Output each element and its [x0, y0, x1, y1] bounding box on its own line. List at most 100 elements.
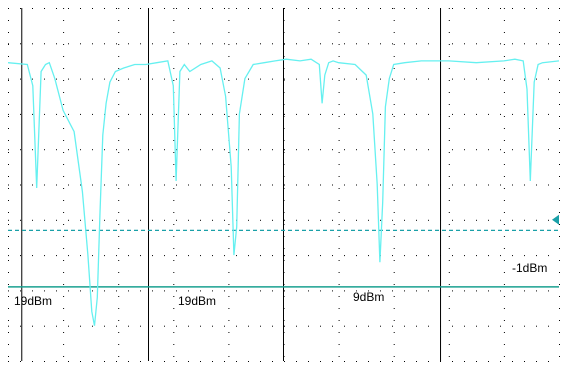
grid-dot — [524, 290, 525, 292]
grid-dot — [393, 104, 395, 105]
grid-dot — [503, 8, 505, 9]
grid-dot — [559, 248, 560, 249]
grid-dot — [559, 260, 560, 261]
grid-dot — [63, 140, 65, 141]
grid-dot — [44, 290, 45, 292]
grid-dot — [476, 8, 477, 9]
grid-dot — [173, 56, 175, 57]
grid-dot — [393, 320, 395, 321]
grid-dot — [32, 290, 33, 292]
grid-dot — [212, 184, 213, 186]
grid-dot — [8, 184, 9, 186]
grid-dot — [559, 80, 560, 81]
grid-dot — [188, 219, 189, 221]
grid-dot — [332, 78, 333, 80]
grid-dot — [63, 308, 65, 309]
grid-dot — [228, 104, 230, 105]
grid-dot — [260, 149, 261, 151]
grid-dot — [338, 344, 340, 345]
grid-dot — [140, 219, 141, 221]
grid-dot — [212, 43, 213, 45]
grid-dot — [68, 8, 69, 9]
grid-dot — [224, 255, 225, 257]
grid-dot — [393, 8, 395, 9]
grid-dot — [200, 290, 201, 292]
grid-dot — [228, 8, 230, 9]
grid-dot — [63, 32, 65, 33]
grid-dot — [548, 361, 549, 362]
grid-dot — [503, 296, 505, 297]
grid-dot — [536, 290, 537, 292]
grid-dot — [173, 68, 175, 69]
grid-dot — [488, 149, 489, 151]
grid-dot — [512, 78, 513, 80]
grid-dot — [344, 113, 345, 115]
grid-dot — [476, 43, 477, 45]
grid-dot — [488, 325, 489, 327]
grid-dot — [392, 8, 393, 9]
grid-dot — [116, 43, 117, 45]
grid-dot — [559, 68, 560, 69]
grid-dot — [128, 290, 129, 292]
grid-dot — [536, 184, 537, 186]
grid-dot — [200, 219, 201, 221]
grid-dot — [559, 128, 560, 129]
grid-dot — [228, 188, 230, 189]
grid-dot — [332, 184, 333, 186]
grid-dot — [320, 325, 321, 327]
grid-dot — [356, 113, 357, 115]
grid-dot — [104, 8, 105, 9]
grid-dot — [188, 43, 189, 45]
grid-dot — [92, 255, 93, 257]
grid-dot — [80, 290, 81, 292]
grid-dot — [393, 68, 395, 69]
grid-dot — [448, 332, 450, 333]
grid-dot — [284, 361, 285, 362]
grid-dot — [200, 113, 201, 115]
grid-dot — [464, 149, 465, 151]
grid-dot — [344, 361, 345, 362]
grid-dot — [448, 176, 450, 177]
grid-dot — [448, 248, 450, 249]
grid-dot — [8, 200, 9, 201]
grid-dot — [559, 272, 560, 273]
grid-dot — [248, 78, 249, 80]
grid-dot — [173, 272, 175, 273]
grid-dot — [284, 43, 285, 45]
grid-dot — [228, 320, 230, 321]
grid-dot — [503, 356, 505, 357]
grid-dot — [118, 320, 120, 321]
grid-dot — [173, 332, 175, 333]
grid-dot — [32, 219, 33, 221]
grid-dot — [488, 361, 489, 362]
grid-dot — [140, 325, 141, 327]
grid-dot — [32, 8, 33, 9]
grid-dot — [68, 361, 69, 362]
grid-dot — [118, 188, 120, 189]
grid-dot — [308, 113, 309, 115]
grid-dot — [118, 224, 120, 225]
grid-dot — [200, 43, 201, 45]
grid-dot — [188, 78, 189, 80]
reference-marker[interactable] — [552, 214, 559, 225]
grid-dot — [173, 188, 175, 189]
grid-dot — [188, 361, 189, 362]
grid-dot — [152, 325, 153, 327]
grid-dot — [20, 149, 21, 151]
grid-dot — [452, 8, 453, 9]
grid-dot — [228, 128, 230, 129]
grid-dot — [56, 219, 57, 221]
grid-dot — [428, 361, 429, 362]
grid-dot — [356, 8, 357, 9]
grid-dot — [380, 8, 381, 9]
grid-dot — [173, 212, 175, 213]
grid-dot — [503, 176, 505, 177]
grid-dot — [448, 152, 450, 153]
grid-dot — [368, 149, 369, 151]
grid-dot — [173, 80, 175, 81]
grid-dot — [448, 44, 450, 45]
grid-dot — [524, 361, 525, 362]
grid-dot — [92, 8, 93, 9]
grid-dot — [368, 255, 369, 257]
grid-dot — [8, 68, 9, 69]
